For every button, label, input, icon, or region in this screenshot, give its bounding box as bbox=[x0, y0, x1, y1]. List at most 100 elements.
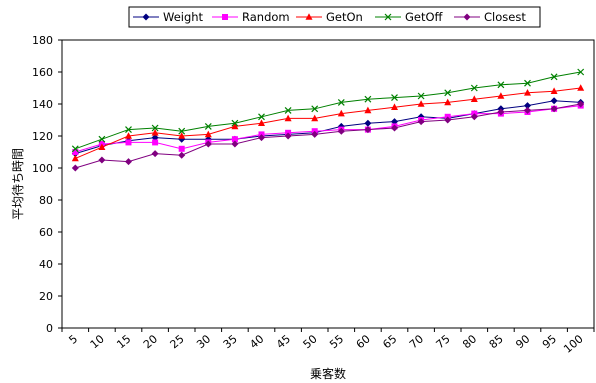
data-point-closest bbox=[151, 150, 159, 158]
data-point-weight bbox=[524, 102, 531, 110]
x-tick-label: 75 bbox=[434, 332, 453, 351]
data-point-closest bbox=[337, 127, 345, 135]
data-point-getoff bbox=[550, 73, 558, 81]
data-point-getoff bbox=[71, 145, 79, 153]
series-line-random bbox=[75, 105, 581, 153]
series-geton bbox=[71, 84, 585, 162]
legend: Weight Random GetOn GetOff Closest bbox=[128, 6, 541, 28]
data-point-random bbox=[178, 145, 185, 152]
data-point-geton bbox=[391, 103, 398, 110]
legend-marker-closest bbox=[463, 13, 471, 21]
legend-item-random: Random bbox=[212, 10, 290, 24]
data-point-geton bbox=[417, 100, 425, 107]
data-point-weight bbox=[391, 118, 398, 126]
data-point-geton bbox=[178, 132, 186, 139]
data-point-closest bbox=[417, 118, 425, 126]
x-tick-label: 10 bbox=[88, 332, 107, 351]
data-point-geton bbox=[524, 89, 531, 96]
x-tick-label: 90 bbox=[513, 332, 532, 351]
x-tick-label: 20 bbox=[141, 332, 160, 351]
plot-area bbox=[61, 39, 595, 329]
legend-marker-geton bbox=[305, 13, 313, 20]
legend-label-closest: Closest bbox=[484, 10, 526, 24]
data-point-getoff bbox=[178, 127, 186, 135]
data-point-getoff bbox=[258, 113, 265, 121]
data-point-closest bbox=[204, 140, 212, 148]
series-weight bbox=[71, 97, 585, 158]
data-point-closest bbox=[550, 105, 558, 113]
data-point-getoff bbox=[364, 95, 372, 103]
data-point-geton bbox=[284, 114, 292, 122]
data-point-closest bbox=[284, 132, 292, 140]
data-point-weight bbox=[364, 119, 372, 127]
y-tick-label: 160 bbox=[32, 66, 53, 79]
data-point-getoff bbox=[444, 89, 452, 97]
series-line-getoff bbox=[75, 71, 581, 150]
data-point-getoff bbox=[524, 79, 531, 87]
x-tick-label: 85 bbox=[487, 332, 506, 351]
data-point-geton bbox=[125, 132, 132, 139]
data-point-getoff bbox=[125, 126, 132, 134]
x-tick-label: 35 bbox=[221, 332, 240, 351]
x-tick-label: 80 bbox=[460, 332, 479, 351]
data-point-geton bbox=[258, 119, 265, 126]
data-point-closest bbox=[470, 113, 478, 121]
data-point-getoff bbox=[151, 124, 159, 132]
data-point-geton bbox=[364, 106, 372, 114]
data-point-random bbox=[231, 136, 238, 143]
data-point-closest bbox=[178, 151, 186, 159]
data-point-weight bbox=[151, 134, 159, 142]
data-point-closest bbox=[311, 130, 319, 138]
x-tick-label: 50 bbox=[301, 332, 320, 351]
y-tick-label: 40 bbox=[39, 258, 53, 271]
legend-item-weight: Weight bbox=[133, 10, 204, 24]
y-tick-label: 60 bbox=[39, 226, 53, 239]
data-point-closest bbox=[98, 156, 106, 164]
data-point-getoff bbox=[577, 68, 585, 76]
y-tick-label: 20 bbox=[39, 290, 53, 303]
data-point-geton bbox=[497, 92, 505, 99]
series-line-weight bbox=[75, 100, 581, 155]
y-tick-label: 120 bbox=[32, 130, 53, 143]
y-tick-label: 80 bbox=[39, 194, 53, 207]
series-line-closest bbox=[75, 103, 581, 169]
data-point-closest bbox=[577, 100, 585, 108]
x-tick-label: 95 bbox=[540, 332, 559, 351]
data-point-geton bbox=[577, 84, 585, 91]
y-axis-title: 平均待ち時間 bbox=[11, 148, 25, 220]
legend-item-getoff: GetOff bbox=[375, 10, 444, 24]
data-point-weight bbox=[550, 97, 558, 105]
data-point-geton bbox=[71, 154, 79, 162]
data-point-random bbox=[125, 139, 132, 146]
data-point-geton bbox=[444, 98, 452, 106]
x-tick-label: 40 bbox=[247, 332, 266, 351]
data-point-getoff bbox=[417, 92, 425, 100]
data-point-geton bbox=[550, 87, 558, 94]
plot-frame bbox=[61, 39, 595, 329]
x-tick-label: 55 bbox=[327, 332, 346, 351]
data-point-getoff bbox=[284, 106, 292, 114]
y-tick-label: 140 bbox=[32, 98, 53, 111]
data-point-getoff bbox=[231, 119, 239, 127]
legend-marker-getoff bbox=[384, 13, 392, 21]
data-point-closest bbox=[258, 134, 265, 142]
x-tick-label: 65 bbox=[380, 332, 399, 351]
x-tick-label: 70 bbox=[407, 332, 426, 351]
legend-marker-random bbox=[222, 14, 228, 20]
data-point-closest bbox=[125, 158, 132, 166]
legend-label-geton: GetOn bbox=[326, 10, 363, 24]
data-point-getoff bbox=[337, 98, 345, 106]
x-tick-label: 15 bbox=[114, 332, 133, 351]
x-tick-label: 30 bbox=[194, 332, 213, 351]
x-tick-label: 100 bbox=[561, 332, 585, 355]
y-tick-label: 0 bbox=[46, 322, 53, 335]
series-line-geton bbox=[75, 87, 581, 159]
data-point-closest bbox=[497, 108, 505, 116]
data-point-getoff bbox=[98, 135, 106, 143]
data-point-getoff bbox=[391, 94, 398, 102]
data-point-random bbox=[72, 149, 79, 155]
data-point-getoff bbox=[204, 122, 212, 130]
x-axis-title: 乗客数 bbox=[310, 366, 346, 381]
data-point-random bbox=[152, 139, 159, 146]
data-point-geton bbox=[470, 95, 478, 102]
